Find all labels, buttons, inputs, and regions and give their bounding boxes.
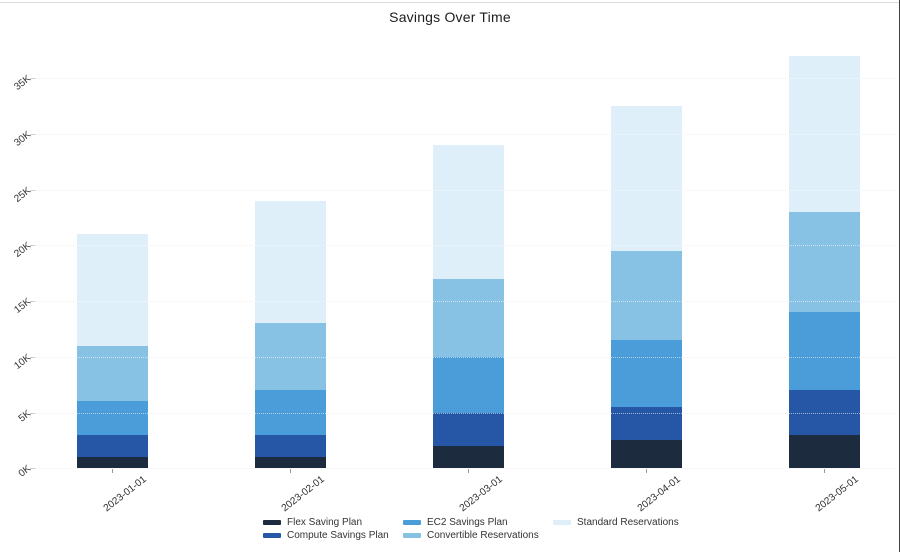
gridline-overlay-35K bbox=[35, 78, 898, 80]
bar-2023-05-01[interactable] bbox=[788, 56, 860, 469]
y-tick-mark bbox=[30, 412, 36, 414]
segment-flex-saving-plan[interactable] bbox=[788, 434, 860, 469]
x-tick-mark bbox=[111, 468, 113, 473]
legend-item-label: EC2 Savings Plan bbox=[427, 516, 508, 528]
segment-compute-savings-plan[interactable] bbox=[254, 434, 326, 458]
bar-2023-01-01[interactable] bbox=[76, 234, 148, 469]
standard-reservations-swatch-icon bbox=[553, 519, 571, 525]
y-tick-mark bbox=[30, 189, 36, 191]
segment-standard-reservations[interactable] bbox=[432, 145, 504, 279]
segment-standard-reservations[interactable] bbox=[610, 106, 682, 252]
gridline-overlay-25K bbox=[35, 189, 898, 191]
segment-convertible-reservations[interactable] bbox=[610, 251, 682, 341]
y-tick-mark bbox=[30, 301, 36, 303]
gridline-overlay-20K bbox=[35, 245, 898, 247]
flex-saving-plan-swatch-icon bbox=[263, 519, 281, 525]
legend-item-convertible-reservations[interactable]: Convertible Reservations bbox=[403, 529, 553, 543]
legend-column-2: EC2 Savings Plan Convertible Reservation… bbox=[403, 516, 553, 543]
y-tick-label: 5K bbox=[16, 407, 34, 425]
bar-2023-04-01[interactable] bbox=[610, 106, 682, 469]
segment-ec2-savings-plan[interactable] bbox=[76, 401, 148, 435]
x-tick-label: 2023-05-01 bbox=[814, 474, 862, 515]
y-tick-label: 25K bbox=[12, 185, 34, 205]
gridline-overlay-30K bbox=[35, 134, 898, 136]
segment-ec2-savings-plan[interactable] bbox=[788, 312, 860, 391]
y-tick-label: 30K bbox=[12, 129, 34, 149]
legend-item-label: Convertible Reservations bbox=[427, 530, 539, 542]
segment-standard-reservations[interactable] bbox=[254, 200, 326, 324]
gridline-overlay-0K bbox=[35, 468, 898, 470]
segment-flex-saving-plan[interactable] bbox=[432, 446, 504, 469]
y-tick-label: 10K bbox=[12, 352, 34, 372]
segment-convertible-reservations[interactable] bbox=[76, 345, 148, 402]
y-tick-label: 35K bbox=[12, 73, 34, 94]
window-top-border bbox=[0, 2, 900, 3]
segment-convertible-reservations[interactable] bbox=[788, 212, 860, 313]
y-tick-label: 20K bbox=[12, 240, 34, 261]
segment-ec2-savings-plan[interactable] bbox=[432, 356, 504, 413]
segment-flex-saving-plan[interactable] bbox=[254, 457, 326, 469]
x-tick-mark bbox=[289, 468, 291, 473]
x-tick-mark bbox=[645, 468, 647, 473]
x-tick-label: 2023-01-01 bbox=[101, 474, 149, 515]
legend-item-label: Flex Saving Plan bbox=[287, 516, 363, 528]
segment-flex-saving-plan[interactable] bbox=[76, 457, 148, 469]
segment-standard-reservations[interactable] bbox=[76, 234, 148, 346]
gridline-overlay-10K bbox=[35, 356, 898, 358]
bar-2023-02-01[interactable] bbox=[254, 200, 326, 469]
gridline-overlay-5K bbox=[35, 412, 898, 414]
legend-column-1: Flex Saving Plan Compute Savings Plan bbox=[263, 516, 403, 543]
x-tick-mark bbox=[823, 468, 825, 473]
ec2-savings-plan-swatch-icon bbox=[403, 519, 421, 525]
bar-2023-03-01[interactable] bbox=[432, 145, 504, 469]
y-tick-mark bbox=[30, 468, 36, 470]
y-tick-mark bbox=[30, 245, 36, 247]
legend-item-label: Standard Reservations bbox=[577, 516, 679, 528]
legend-column-3: Standard Reservations bbox=[553, 516, 679, 543]
legend: Flex Saving Plan Compute Savings Plan EC… bbox=[263, 516, 679, 543]
segment-convertible-reservations[interactable] bbox=[432, 278, 504, 357]
segment-compute-savings-plan[interactable] bbox=[432, 412, 504, 446]
y-tick-label: 0K bbox=[16, 463, 34, 480]
segment-flex-saving-plan[interactable] bbox=[610, 440, 682, 469]
chart-title: Savings Over Time bbox=[389, 9, 511, 25]
segment-ec2-savings-plan[interactable] bbox=[610, 340, 682, 408]
convertible-reservations-swatch-icon bbox=[403, 533, 421, 539]
legend-item-label: Compute Savings Plan bbox=[287, 530, 389, 542]
legend-item-flex-saving-plan[interactable]: Flex Saving Plan bbox=[263, 516, 403, 530]
legend-item-ec2-savings-plan[interactable]: EC2 Savings Plan bbox=[403, 516, 553, 530]
y-tick-mark bbox=[30, 78, 36, 80]
x-tick-mark bbox=[467, 468, 469, 473]
legend-item-standard-reservations[interactable]: Standard Reservations bbox=[553, 516, 679, 530]
gridline-overlay-15K bbox=[35, 301, 898, 303]
compute-savings-plan-swatch-icon bbox=[263, 533, 281, 539]
y-tick-mark bbox=[30, 356, 36, 358]
y-tick-label: 15K bbox=[12, 296, 34, 317]
segment-compute-savings-plan[interactable] bbox=[76, 434, 148, 458]
y-tick-mark bbox=[30, 134, 36, 136]
legend-item-compute-savings-plan[interactable]: Compute Savings Plan bbox=[263, 529, 403, 543]
